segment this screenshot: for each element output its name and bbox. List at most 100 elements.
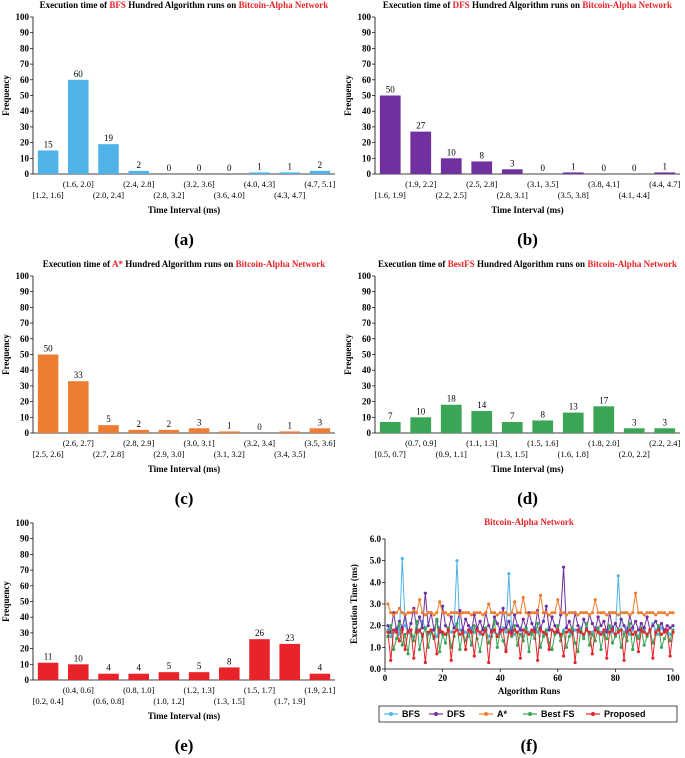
x-category-label: (3.0, 3.1] xyxy=(184,438,215,448)
data-point xyxy=(426,624,430,628)
data-point xyxy=(400,611,404,615)
data-point xyxy=(507,630,511,634)
data-point xyxy=(403,632,407,636)
data-point xyxy=(478,630,482,634)
chart-title-algo: DFS xyxy=(453,0,470,10)
x-category-label: (1.8, 2.0] xyxy=(588,438,619,448)
data-point xyxy=(406,611,410,615)
data-point xyxy=(662,611,666,615)
y-tick-label: 70 xyxy=(20,59,30,69)
data-point xyxy=(458,628,462,632)
data-point xyxy=(455,559,459,563)
data-point xyxy=(458,613,462,617)
data-point xyxy=(596,615,600,619)
data-point xyxy=(590,652,594,656)
data-point xyxy=(432,613,436,617)
y-tick-label: 60 xyxy=(20,581,30,591)
data-point xyxy=(582,617,586,621)
data-point xyxy=(524,630,528,634)
y-tick-label: 40 xyxy=(362,365,372,375)
data-point xyxy=(412,656,416,660)
bar-value-label: 50 xyxy=(386,85,396,95)
data-point xyxy=(585,628,589,632)
data-point xyxy=(504,626,508,630)
bar-value-label: 1 xyxy=(663,161,668,171)
data-point xyxy=(585,621,589,626)
y-tick-label: 60 xyxy=(362,75,372,85)
data-point xyxy=(484,628,488,632)
data-point xyxy=(443,641,448,645)
data-point xyxy=(515,624,520,628)
bar-chart-panel-b: Execution time of DFS Hundred Algorithm … xyxy=(343,0,680,249)
data-point xyxy=(435,634,439,639)
bar-value-label: 8 xyxy=(227,656,232,666)
data-point xyxy=(507,613,511,617)
bar xyxy=(68,664,89,680)
bar xyxy=(501,422,523,433)
x-category-label: (3.6, 4.0] xyxy=(214,190,245,200)
bar xyxy=(309,170,331,174)
chart-title-algo: BFS xyxy=(109,0,126,10)
data-point xyxy=(501,639,505,643)
x-category-label: (1.1, 1.3] xyxy=(466,438,497,448)
data-point xyxy=(596,630,600,634)
x-tick-label: 60 xyxy=(553,673,563,683)
y-tick-label: 100 xyxy=(16,271,30,281)
bar xyxy=(128,673,149,680)
y-tick-label: 3.0 xyxy=(370,599,382,609)
data-point xyxy=(633,591,638,595)
data-point xyxy=(547,613,551,617)
data-point xyxy=(587,630,592,634)
data-point xyxy=(642,630,646,634)
bar xyxy=(98,144,119,174)
data-point xyxy=(616,613,620,617)
x-category-label: (1.6, 2.0] xyxy=(63,179,94,189)
data-point xyxy=(487,624,491,628)
x-category-label: [1.6, 1.9] xyxy=(375,190,406,200)
data-point xyxy=(599,611,603,615)
data-point xyxy=(657,628,661,632)
data-point xyxy=(570,630,574,634)
data-point xyxy=(397,621,401,626)
data-point xyxy=(613,611,618,615)
x-category-label: (0.8, 1.0] xyxy=(123,685,154,695)
data-point xyxy=(415,611,419,615)
data-point xyxy=(550,611,554,615)
data-point xyxy=(466,624,471,628)
data-point xyxy=(593,628,597,632)
data-point xyxy=(622,624,626,628)
bar-value-label: 7 xyxy=(388,411,393,421)
chart-title-prefix: Execution time of xyxy=(383,0,453,10)
chart-title-middle: Hundred Algorithm runs on xyxy=(123,259,236,269)
data-point xyxy=(538,593,543,597)
data-point xyxy=(639,628,643,632)
y-tick-label: 80 xyxy=(362,43,372,53)
bar-value-label: 23 xyxy=(285,633,295,643)
data-point xyxy=(392,628,396,632)
legend-marker xyxy=(591,712,595,716)
bar xyxy=(654,172,676,174)
data-point xyxy=(510,611,514,615)
data-point xyxy=(415,619,419,623)
bar-value-label: 2 xyxy=(167,419,172,429)
bar xyxy=(249,639,270,680)
x-category-label: (4.4, 4.7] xyxy=(649,179,680,189)
data-point xyxy=(605,613,609,617)
data-point xyxy=(469,643,473,647)
bar xyxy=(188,672,210,680)
data-point xyxy=(579,611,583,615)
bar xyxy=(188,428,210,433)
bar xyxy=(440,404,462,433)
x-category-label: (1.6, 1.8] xyxy=(558,449,589,459)
y-axis-label: Frequency xyxy=(343,334,353,375)
data-point xyxy=(625,611,629,615)
data-point xyxy=(527,613,531,617)
data-point xyxy=(394,611,399,615)
y-tick-label: 80 xyxy=(20,43,30,53)
data-point xyxy=(400,643,404,647)
x-category-label: [0.5, 0.7] xyxy=(375,449,406,459)
legend-marker xyxy=(528,712,532,716)
bar-value-label: 1 xyxy=(571,161,576,171)
data-point xyxy=(386,630,390,634)
